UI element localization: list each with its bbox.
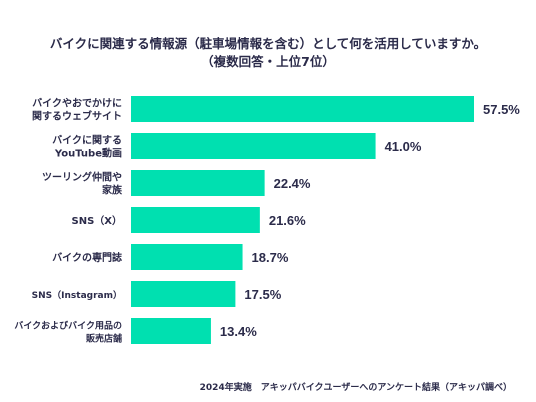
chart-title: バイクに関連する情報源（駐車場情報を含む）として何を活用していますか。 （複数回… <box>0 35 536 71</box>
value-label: 21.6% <box>269 213 306 228</box>
value-label: 57.5% <box>483 102 520 117</box>
category-label: バイクの専門誌 <box>52 251 122 264</box>
chart-title-line-1: バイクに関連する情報源（駐車場情報を含む）として何を活用していますか。 <box>49 36 487 51</box>
bar <box>131 133 376 159</box>
category-label: 販売店舗 <box>86 333 122 345</box>
value-label: 41.0% <box>385 139 422 154</box>
bar <box>131 170 265 196</box>
bar <box>131 281 236 307</box>
bar <box>131 207 260 233</box>
chart-title-line-2: （複数回答・上位7位） <box>201 54 335 69</box>
category-label: 関するウェブサイト <box>32 110 122 123</box>
category-label: YouTube動画 <box>54 147 122 160</box>
category-label: ツーリング仲間や <box>42 171 122 184</box>
value-label: 22.4% <box>274 176 311 191</box>
category-label: SNS（X） <box>72 214 122 227</box>
category-label: バイクおよびバイク用品の <box>14 320 122 332</box>
category-label: バイクやおでかけに <box>32 98 122 110</box>
bar <box>131 244 243 270</box>
bar <box>131 96 474 122</box>
bar <box>131 318 211 344</box>
category-label: バイクに関する <box>52 135 122 147</box>
category-label: 家族 <box>102 184 123 197</box>
source-note: 2024年実施 アキッパバイクユーザーへのアンケート結果（アキッパ調べ） <box>199 383 512 393</box>
value-label: 13.4% <box>220 324 257 339</box>
value-label: 18.7% <box>252 250 289 265</box>
value-label: 17.5% <box>244 287 281 302</box>
category-label: SNS（Instagram） <box>32 290 122 301</box>
